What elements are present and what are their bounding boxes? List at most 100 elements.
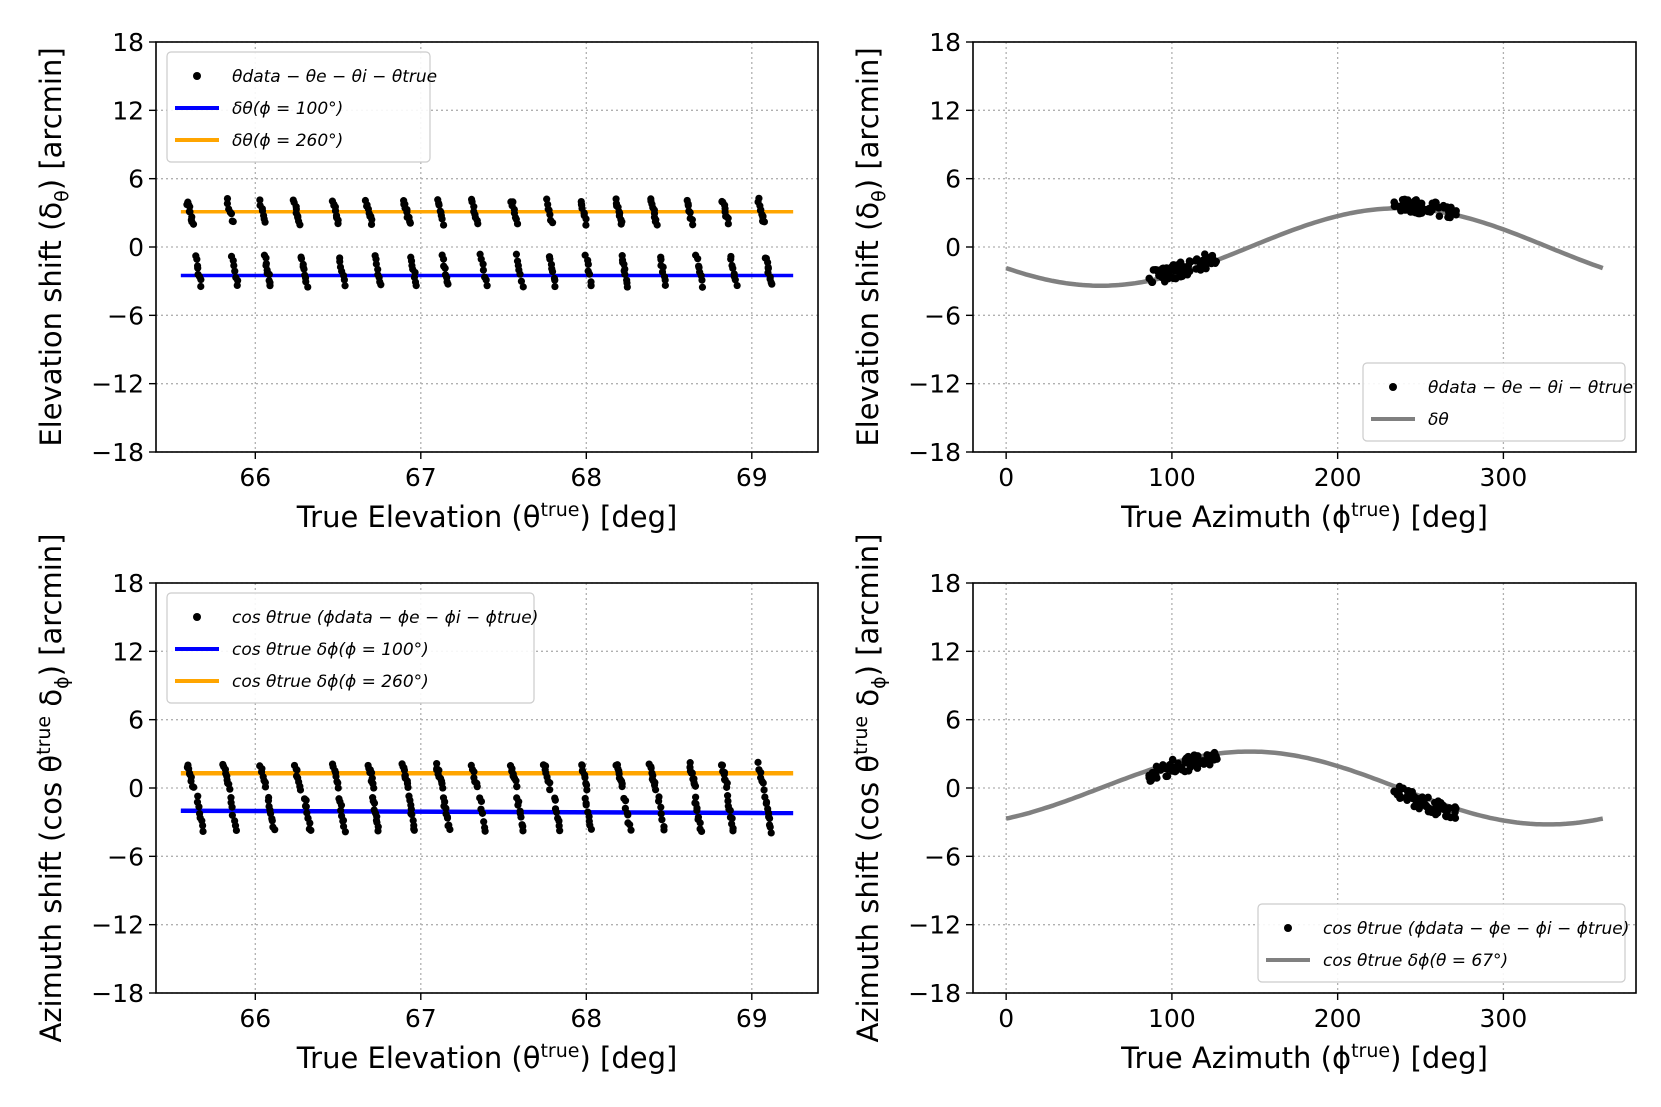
data-point — [197, 276, 205, 284]
data-point — [551, 276, 559, 284]
data-point — [661, 281, 669, 289]
data-point — [231, 267, 239, 275]
data-point — [470, 203, 478, 211]
data-point — [377, 281, 385, 289]
x-tick-label: 200 — [1314, 1004, 1362, 1033]
data-point — [1213, 755, 1221, 763]
data-point — [513, 220, 522, 228]
data-point — [367, 220, 376, 229]
data-point — [195, 803, 203, 811]
data-point — [1204, 756, 1212, 765]
data-point — [230, 261, 238, 270]
data-point — [724, 797, 732, 805]
x-tick-label: 67 — [405, 1004, 437, 1033]
data-point — [261, 783, 270, 791]
legend-label: θdata − θe − θi − θtrue — [232, 67, 437, 87]
data-point — [723, 792, 732, 800]
data-point — [651, 786, 660, 794]
data-point — [1397, 206, 1405, 215]
data-point — [400, 766, 409, 774]
data-point — [546, 210, 554, 219]
data-point — [727, 255, 735, 263]
y-tick-label: −6 — [107, 842, 144, 871]
data-point — [1145, 274, 1154, 283]
data-point — [199, 821, 207, 830]
legend-item: cos θtrue (ϕdata − ϕe − ϕi − ϕtrue) — [193, 608, 538, 628]
legend-marker — [193, 613, 201, 621]
data-point — [1204, 253, 1213, 262]
data-point — [694, 255, 702, 263]
legend: cos θtrue (ϕdata − ϕe − ϕi − ϕtrue) cos θ… — [166, 592, 538, 704]
data-point — [340, 276, 348, 284]
legend-label: δθ(ϕ = 100°) — [232, 99, 343, 119]
data-point — [1427, 808, 1436, 816]
data-point — [477, 797, 486, 806]
x-tick-label: 100 — [1148, 1004, 1196, 1033]
data-point — [374, 827, 382, 835]
x-tick-label: 69 — [736, 1004, 768, 1033]
y-tick-label: 12 — [112, 96, 144, 125]
data-point — [271, 826, 279, 834]
legend-box — [166, 592, 535, 704]
data-point — [439, 221, 448, 229]
data-point — [339, 817, 347, 825]
y-tick-label: 6 — [128, 165, 144, 194]
axes-frame — [972, 582, 1637, 994]
data-point — [480, 818, 488, 826]
data-point — [585, 270, 594, 278]
data-point — [1186, 257, 1195, 266]
data-point — [724, 220, 732, 228]
data-point — [582, 801, 590, 809]
data-point — [443, 814, 452, 822]
legend-label: cos θtrue (ϕdata − ϕe − ϕi − ϕtrue) — [1323, 919, 1629, 939]
legend-label: δθ(ϕ = 260°) — [232, 131, 343, 151]
legend-label: θdata − θe − θi − θtrue — [1428, 378, 1633, 398]
model-curve — [1005, 206, 1604, 288]
plot-area — [180, 194, 794, 291]
data-point — [728, 814, 736, 822]
y-tick-label: 0 — [945, 233, 961, 262]
data-point — [757, 768, 765, 777]
y-tick-label: 12 — [929, 96, 961, 125]
data-point — [341, 282, 349, 290]
data-point — [189, 220, 198, 228]
data-point — [1390, 787, 1399, 796]
data-point — [624, 811, 632, 819]
y-tick-label: −18 — [908, 979, 961, 1008]
data-point — [1417, 800, 1426, 809]
axes-frame — [155, 41, 819, 453]
data-point — [587, 282, 595, 290]
plot-area — [1005, 195, 1604, 288]
data-point — [657, 803, 665, 811]
data-point — [1165, 765, 1174, 773]
data-point — [517, 277, 526, 285]
y-tick-label: 0 — [945, 774, 961, 803]
y-tick-label: −18 — [908, 438, 961, 467]
data-point — [336, 257, 344, 266]
data-point — [1162, 264, 1171, 272]
data-point — [481, 827, 489, 835]
data-point — [621, 797, 630, 805]
data-point — [1152, 762, 1161, 771]
y-tick-label: −12 — [91, 911, 144, 940]
series-line — [180, 808, 794, 816]
data-point — [519, 827, 527, 835]
data-point — [513, 783, 521, 791]
legend-label: cos θtrue δϕ(ϕ = 100°) — [232, 640, 429, 660]
data-point — [474, 220, 482, 228]
data-point — [1409, 199, 1417, 208]
data-point — [197, 282, 205, 291]
data-point — [1403, 796, 1411, 804]
legend-label: cos θtrue δϕ(ϕ = 260°) — [232, 672, 429, 692]
legend-item: cos θtrue (ϕdata − ϕe − ϕi − ϕtrue) — [1284, 919, 1629, 939]
data-point — [1184, 767, 1193, 775]
data-point — [1390, 198, 1398, 206]
data-point — [1404, 789, 1413, 798]
data-point — [726, 806, 734, 815]
data-point — [689, 221, 697, 229]
plot-area — [1005, 748, 1604, 827]
y-tick-label: 6 — [945, 706, 961, 735]
x-tick-label: 300 — [1480, 463, 1528, 492]
data-point — [304, 283, 312, 291]
